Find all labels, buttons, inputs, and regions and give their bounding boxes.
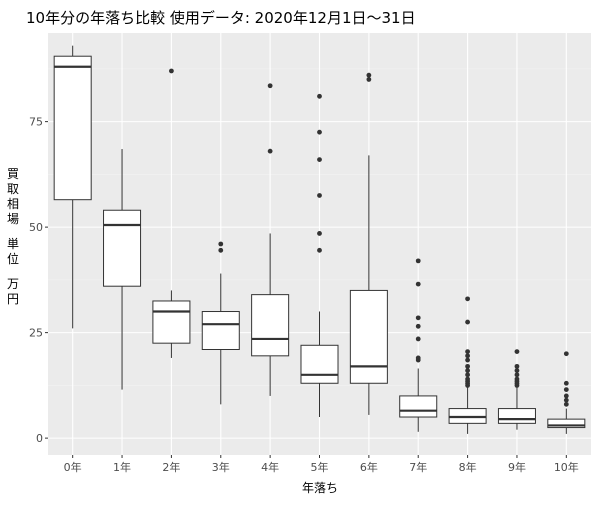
y-tick-label: 50 [29, 221, 43, 234]
outlier-point [514, 376, 520, 382]
box-1年 [103, 149, 142, 390]
outlier-point [317, 193, 322, 198]
box-9年 [497, 349, 536, 430]
y-axis-title-char: 場 [7, 212, 19, 226]
outlier-point [563, 380, 569, 386]
outlier-point [415, 336, 421, 342]
outlier-point [465, 357, 470, 363]
x-tick-label: 2年 [162, 460, 180, 474]
outlier-point [218, 241, 224, 247]
box-iqr [53, 55, 92, 201]
y-axis-title-char: 万 [7, 277, 19, 291]
x-tick-label: 4年 [261, 460, 279, 474]
x-tick-label: 1年 [113, 460, 131, 474]
y-axis-title-char: 位 [7, 251, 19, 266]
outlier-point [415, 258, 421, 264]
y-axis-title-char: 相 [7, 197, 19, 211]
outlier-point [563, 393, 569, 399]
outlier-point [317, 231, 322, 236]
outlier-point [415, 323, 421, 329]
outlier-point [465, 296, 470, 302]
outlier-point [465, 372, 470, 378]
outlier-point [366, 72, 372, 78]
box-iqr [103, 209, 142, 287]
outlier-point [415, 315, 421, 321]
x-tick-label: 8年 [459, 460, 477, 474]
outlier-point [563, 401, 569, 407]
x-tick-label: 3年 [212, 460, 230, 474]
outlier-point [465, 353, 470, 359]
y-tick-label: 0 [36, 432, 43, 445]
box-10年 [547, 351, 586, 434]
outlier-point [317, 247, 322, 253]
box-8年 [448, 296, 487, 434]
box-7年 [399, 258, 438, 432]
outlier-point [267, 148, 273, 154]
outlier-point [317, 93, 322, 99]
box-2年 [152, 68, 191, 358]
x-tick-label: 7年 [409, 460, 427, 474]
outlier-point [267, 83, 273, 89]
outlier-point [465, 376, 470, 382]
y-axis-title-char: 円 [7, 292, 19, 306]
chart-title: 10年分の年落ち比較 使用データ: 2020年12月1日～31日 [26, 9, 416, 27]
box-iqr [201, 311, 240, 350]
outlier-point [218, 247, 224, 253]
outlier-point [514, 372, 520, 378]
outlier-point [465, 349, 470, 355]
box-4年 [251, 83, 290, 396]
y-tick-label: 25 [29, 327, 43, 340]
box-iqr [497, 408, 536, 424]
y-axis: 0 25 50 75 [29, 116, 48, 445]
x-axis: 0年 1年 2年 3年 4年 5年 6年 7年 8年 9年 10年 [64, 455, 579, 474]
x-tick-label: 5年 [311, 460, 329, 474]
outlier-point [563, 387, 569, 392]
outlier-point [465, 368, 470, 373]
y-axis-title-char: 買 [7, 167, 19, 181]
box-6年 [349, 72, 388, 415]
outlier-point [514, 349, 520, 355]
outlier-point [415, 281, 421, 287]
y-tick-label: 75 [29, 116, 43, 129]
box-iqr [251, 294, 290, 357]
x-tick-label: 0年 [64, 460, 82, 474]
box-0年 [53, 45, 92, 329]
box-iqr [300, 344, 339, 384]
outlier-point [317, 129, 322, 135]
box-layer [53, 45, 586, 434]
y-axis-title-char: 取 [7, 182, 19, 196]
y-axis-title-char: 単 [7, 237, 19, 251]
outlier-point [415, 355, 421, 361]
outlier-point [465, 319, 470, 325]
box-iqr [349, 289, 388, 384]
outlier-point [563, 397, 569, 403]
outlier-point [563, 351, 569, 357]
box-3年 [201, 241, 240, 405]
box-iqr [152, 300, 191, 344]
outlier-point [514, 368, 520, 373]
x-tick-label: 6年 [360, 460, 378, 474]
x-axis-title: 年落ち [302, 481, 338, 495]
outlier-point [465, 363, 470, 369]
x-tick-label: 9年 [508, 460, 526, 474]
outlier-point [366, 77, 372, 82]
box-iqr [399, 395, 438, 418]
box-5年 [300, 93, 339, 418]
x-tick-label: 10年 [554, 460, 579, 474]
outlier-point [169, 68, 174, 74]
outlier-point [317, 157, 322, 163]
outlier-point [514, 363, 520, 369]
box-iqr [547, 418, 586, 429]
